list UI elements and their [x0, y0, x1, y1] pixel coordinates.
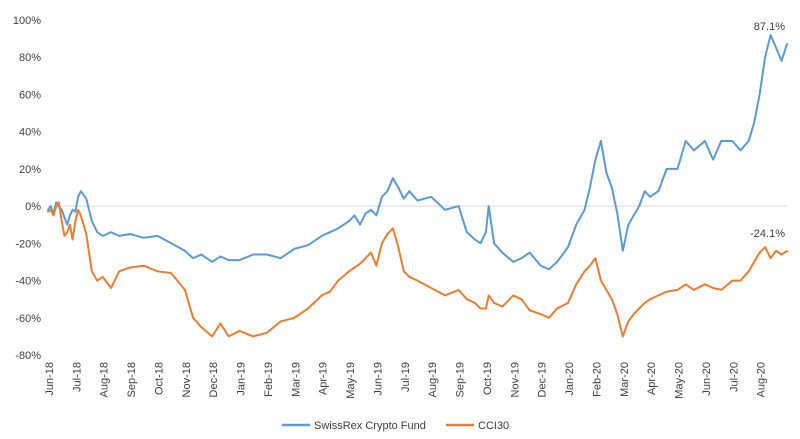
x-tick-label: Aug-19	[427, 362, 439, 397]
x-tick-label: Jan-20	[564, 362, 576, 396]
x-tick-label: Jun-18	[44, 362, 56, 396]
y-tick-label: 60%	[19, 89, 41, 101]
x-tick-label: Apr-20	[646, 362, 658, 395]
y-tick-label: 80%	[19, 52, 41, 64]
y-axis: 100% 80% 60% 40% 20% 0% -20% -40% -60% -80%	[13, 15, 41, 362]
legend-label: CCI30	[478, 420, 509, 432]
y-tick-label: 0%	[25, 201, 41, 213]
y-tick-label: 20%	[19, 164, 41, 176]
x-tick-label: Aug-20	[756, 362, 768, 397]
x-tick-label: Dec-19	[537, 362, 549, 397]
end-value-label: -24.1%	[750, 228, 785, 240]
series-layer	[47, 33, 788, 338]
y-tick-label: -80%	[15, 350, 41, 362]
x-tick-label: Nov-19	[509, 362, 521, 397]
annotations: 87.1% -24.1%	[750, 21, 785, 240]
end-value-label: 87.1%	[754, 21, 785, 33]
x-tick-label: Jun-20	[701, 362, 713, 396]
x-tick-label: Oct-18	[153, 362, 165, 395]
y-tick-label: 40%	[19, 127, 41, 139]
x-tick-label: Nov-18	[181, 362, 193, 397]
x-tick-label: Jul-20	[728, 362, 740, 392]
x-axis: Jun-18 Jul-18 Aug-18 Sep-18 Oct-18 Nov-18 Dec-…	[44, 205, 787, 399]
legend: SwissRex Crypto Fund CCI30	[282, 420, 509, 432]
series-line-1	[47, 201, 788, 338]
x-tick-label: Feb-20	[591, 362, 603, 397]
x-tick-label: Sep-19	[455, 362, 467, 397]
x-tick-label: Jul-19	[400, 362, 412, 392]
x-tick-label: Feb-19	[263, 362, 275, 397]
x-tick-label: Apr-19	[318, 362, 330, 395]
x-tick-label: Sep-18	[126, 362, 138, 397]
series-line-0	[47, 33, 788, 271]
x-tick-label: Jan-19	[236, 362, 248, 396]
x-tick-label: Oct-19	[482, 362, 494, 395]
y-tick-label: -60%	[15, 313, 41, 325]
y-tick-label: 100%	[13, 15, 41, 27]
x-tick-label: Mar-20	[619, 362, 631, 397]
y-tick-label: -20%	[15, 238, 41, 250]
y-tick-label: -40%	[15, 276, 41, 288]
x-tick-label: May-19	[345, 362, 357, 399]
x-tick-label: Aug-18	[99, 362, 111, 397]
x-tick-label: Mar-19	[290, 362, 302, 397]
x-tick-label: Jun-19	[372, 362, 384, 396]
x-tick-label: Dec-18	[208, 362, 220, 397]
x-tick-label: Jul-18	[71, 362, 83, 392]
x-tick-label: May-20	[674, 362, 686, 399]
legend-label: SwissRex Crypto Fund	[314, 420, 426, 432]
